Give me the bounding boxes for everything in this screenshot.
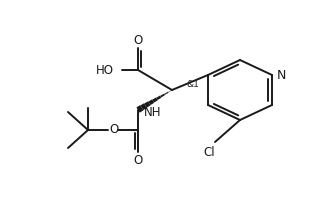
- Text: O: O: [133, 154, 143, 167]
- Text: N: N: [276, 68, 286, 81]
- Text: Cl: Cl: [203, 146, 215, 159]
- Text: O: O: [133, 34, 143, 46]
- Text: O: O: [109, 122, 119, 135]
- Text: &1: &1: [186, 80, 199, 88]
- Text: HO: HO: [96, 63, 114, 76]
- Text: NH: NH: [144, 105, 161, 118]
